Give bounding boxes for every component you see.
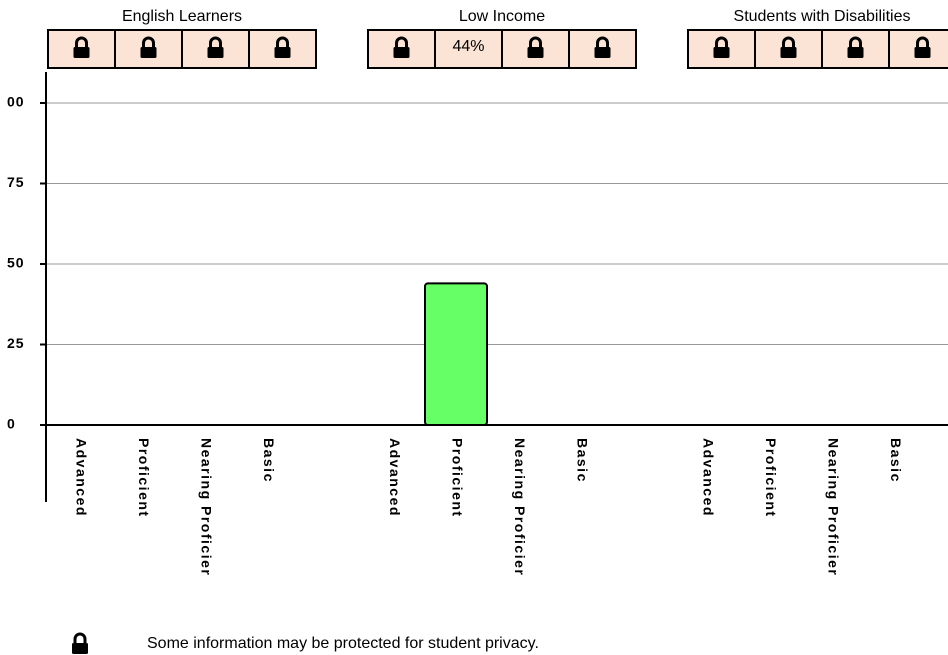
- cell-label: 44%: [452, 38, 484, 55]
- y-tick-label: 00: [7, 94, 25, 110]
- lock-shackle: [395, 36, 408, 47]
- lock-body: [527, 47, 544, 58]
- lock-body: [713, 47, 730, 58]
- lock-icon: [73, 36, 90, 58]
- lock-icon: [527, 36, 544, 58]
- lock-icon: [393, 36, 410, 58]
- lock-body: [73, 47, 90, 58]
- x-tick-label: Basic: [888, 438, 904, 483]
- bar: [424, 282, 488, 426]
- lock-icon: [594, 36, 611, 58]
- lock-icon: [207, 36, 224, 58]
- lock-icon: [274, 36, 291, 58]
- x-tick-label: Advanced: [73, 438, 89, 517]
- lock-shackle: [276, 36, 289, 47]
- x-tick-label: Basic: [261, 438, 277, 483]
- lock-icon: [847, 36, 864, 58]
- lock-icon: [914, 36, 931, 58]
- lock-body: [393, 47, 410, 58]
- lock-body: [847, 47, 864, 58]
- header-cell: [367, 29, 436, 69]
- lock-shackle: [75, 36, 88, 47]
- lock-icon: [140, 36, 157, 58]
- lock-shackle: [142, 36, 155, 47]
- lock-body: [140, 47, 157, 58]
- lock-shackle: [782, 36, 795, 47]
- lock-body: [594, 47, 611, 58]
- x-tick-label: Nearing Proficier: [512, 438, 528, 576]
- lock-shackle: [916, 36, 929, 47]
- group-title: English Learners: [122, 8, 242, 25]
- lock-body: [914, 47, 931, 58]
- lock-shackle: [209, 36, 222, 47]
- x-tick-label: Nearing Proficier: [198, 438, 214, 576]
- lock-body: [72, 643, 88, 654]
- x-tick-label: Basic: [574, 438, 590, 483]
- y-tick-label: 0: [7, 416, 16, 432]
- lock-shackle: [529, 36, 542, 47]
- lock-shackle: [849, 36, 862, 47]
- x-tick-label: Nearing Proficier: [825, 438, 841, 576]
- x-tick-label: Advanced: [700, 438, 716, 517]
- x-tick-label: Proficient: [136, 438, 152, 518]
- x-tick-label: Proficient: [763, 438, 779, 518]
- group-title: Students with Disabilities: [734, 8, 911, 25]
- footnote: Some information may be protected for st…: [147, 635, 539, 652]
- x-tick-label: Proficient: [449, 438, 465, 518]
- lock-body: [207, 47, 224, 58]
- lock-icon: [780, 36, 797, 58]
- lock-body: [780, 47, 797, 58]
- lock-shackle: [596, 36, 609, 47]
- lock-shackle: [715, 36, 728, 47]
- x-tick-label: Advanced: [387, 438, 403, 517]
- y-tick-label: 50: [7, 255, 25, 271]
- lock-icon: [72, 632, 88, 654]
- y-tick-label: 75: [7, 174, 25, 190]
- lock-body: [274, 47, 291, 58]
- y-tick-label: 25: [7, 335, 25, 351]
- group-title: Low Income: [459, 8, 545, 25]
- lock-shackle: [73, 632, 87, 643]
- lock-icon: [713, 36, 730, 58]
